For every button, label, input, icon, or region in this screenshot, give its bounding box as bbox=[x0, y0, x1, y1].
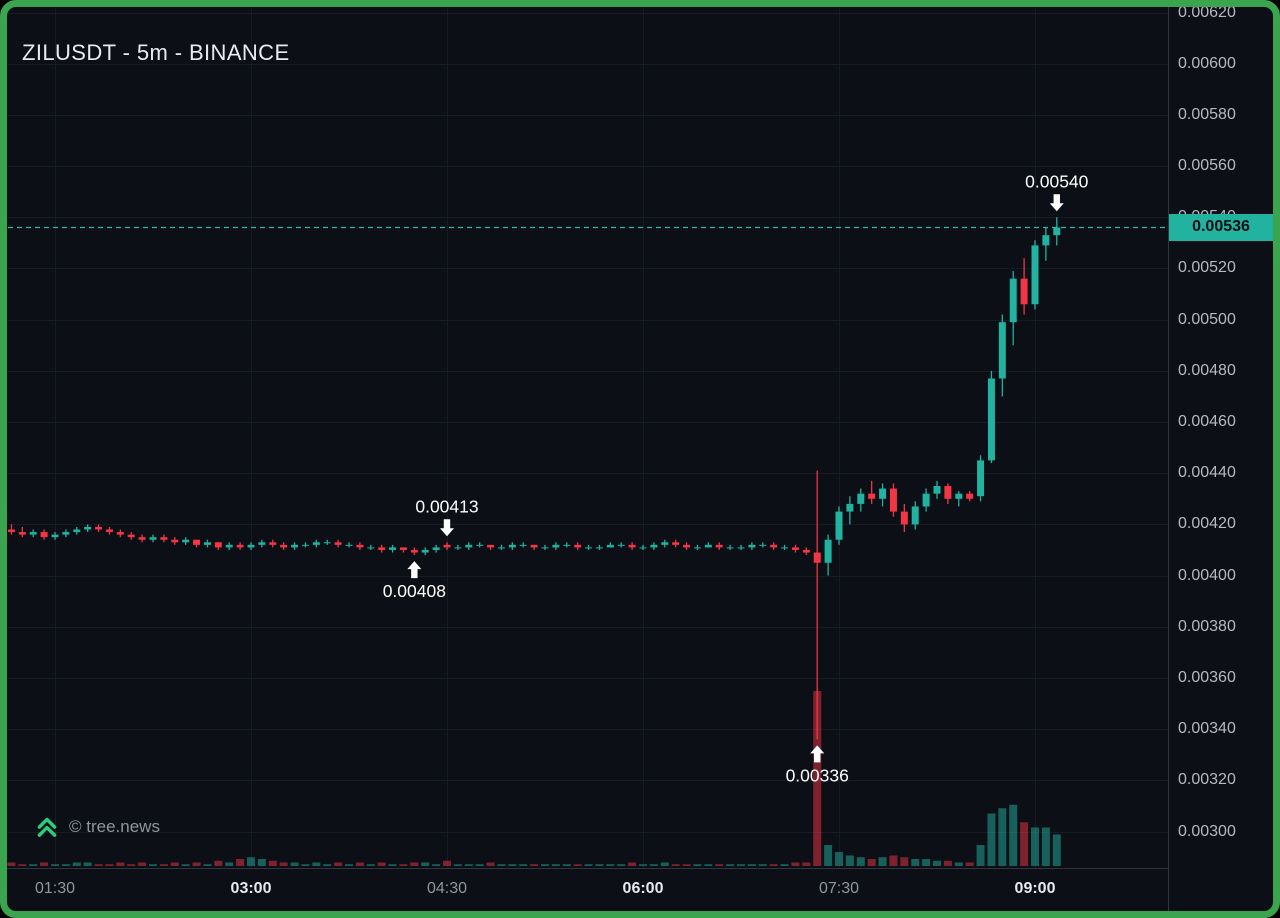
price-annotation: 0.00540 bbox=[1025, 171, 1089, 212]
price-annotation: 0.00413 bbox=[415, 496, 479, 537]
grid-layer bbox=[8, 8, 1168, 868]
price-tick-label: 0.00600 bbox=[1178, 54, 1236, 72]
last-price-tag: 0.00536 bbox=[1169, 213, 1273, 241]
down-arrow-icon bbox=[1049, 194, 1064, 212]
price-tick-label: 0.00440 bbox=[1178, 464, 1236, 482]
down-arrow-icon bbox=[440, 519, 454, 537]
time-tick-label: 07:30 bbox=[818, 880, 860, 897]
time-tick-label: 06:00 bbox=[622, 880, 664, 897]
price-tick-label: 0.00620 bbox=[1178, 3, 1236, 21]
up-arrow-icon bbox=[407, 561, 422, 579]
price-annotation: 0.00336 bbox=[786, 745, 849, 785]
time-tick-label: 01:30 bbox=[34, 880, 76, 897]
price-tick-label: 0.00320 bbox=[1178, 771, 1236, 789]
annotations-layer: 0.00413 0.00408 0.00336 0.00540 bbox=[383, 171, 1089, 785]
annotation-label: 0.00336 bbox=[786, 765, 849, 785]
price-tick-label: 0.00380 bbox=[1178, 617, 1236, 635]
price-tick-label: 0.00300 bbox=[1178, 822, 1236, 840]
price-tick-label: 0.00560 bbox=[1178, 157, 1236, 175]
price-tick-label: 0.00400 bbox=[1178, 566, 1236, 584]
price-tick-label: 0.00340 bbox=[1178, 720, 1236, 738]
time-tick-label: 09:00 bbox=[1014, 880, 1056, 897]
last-price-value: 0.00536 bbox=[1192, 218, 1250, 236]
candles-layer bbox=[7, 217, 1061, 740]
watermark: © tree.news bbox=[34, 812, 160, 842]
annotation-label: 0.00408 bbox=[383, 581, 446, 601]
price-tick-label: 0.00520 bbox=[1178, 259, 1236, 277]
volume-layer bbox=[7, 691, 1061, 866]
annotation-label: 0.00540 bbox=[1025, 171, 1089, 191]
tree-news-logo-icon bbox=[37, 817, 57, 837]
price-tick-label: 0.00580 bbox=[1178, 105, 1236, 123]
price-tick-label: 0.00480 bbox=[1178, 361, 1236, 379]
watermark-text: © tree.news bbox=[69, 817, 160, 836]
price-annotation: 0.00408 bbox=[383, 561, 446, 601]
price-axis[interactable]: 0.006200.006000.005800.005600.005400.005… bbox=[1168, 0, 1280, 918]
time-tick-label: 03:00 bbox=[230, 880, 272, 897]
time-tick-label: 04:30 bbox=[426, 880, 468, 897]
price-tick-label: 0.00460 bbox=[1178, 413, 1236, 430]
price-tick-label: 0.00360 bbox=[1178, 668, 1236, 686]
annotation-label: 0.00413 bbox=[415, 496, 478, 516]
chart-title: ZILUSDT - 5m - BINANCE bbox=[22, 40, 290, 65]
up-arrow-icon bbox=[810, 745, 825, 763]
price-tick-label: 0.00420 bbox=[1178, 515, 1236, 533]
time-axis[interactable]: 01:30 03:00 04:30 06:00 07:30 09:00 bbox=[0, 868, 1168, 918]
price-tick-label: 0.00500 bbox=[1178, 310, 1236, 328]
